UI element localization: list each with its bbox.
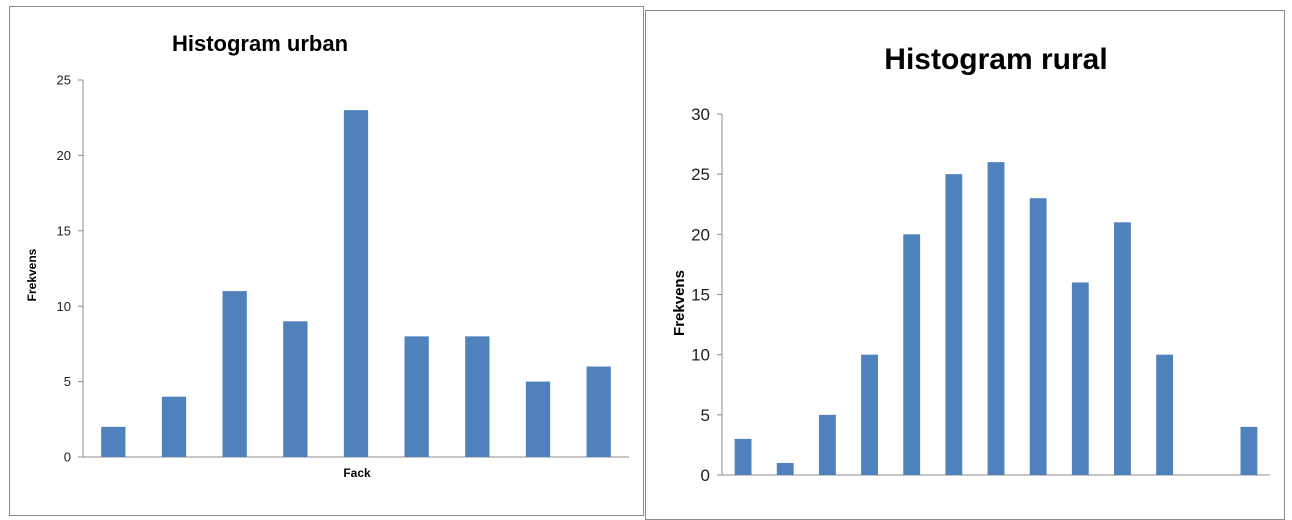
plot-area: 0 5 10 15 20 25 [57, 73, 629, 465]
histogram-bar [525, 381, 551, 457]
histogram-bar [1071, 282, 1089, 475]
x-axis-label: Fack [343, 466, 371, 480]
histogram-urban-chart: Histogram urban Fack Frekvens 0 5 10 15 20 25 [25, 31, 629, 480]
chart-panel-urban: Histogram urban Fack Frekvens 0 5 10 15 20 25 [9, 6, 644, 516]
y-tick-label: 20 [691, 225, 710, 244]
y-tick-label: 0 [701, 466, 710, 485]
y-tick-label: 10 [57, 299, 71, 314]
histogram-bar [465, 336, 490, 457]
y-tick-label: 30 [691, 105, 710, 124]
y-tick-label: 0 [64, 450, 71, 465]
y-tick-label: 5 [701, 406, 710, 425]
y-tick-label: 5 [64, 374, 71, 389]
y-tick-label: 15 [57, 223, 71, 238]
plot-area: 0 5 10 15 20 25 30 [691, 105, 1270, 485]
histogram-bar [776, 462, 794, 475]
histogram-bar [101, 426, 126, 457]
y-axis-label: Frekvens [25, 248, 39, 301]
histogram-bar [903, 234, 921, 475]
y-tick-label: 25 [57, 73, 71, 88]
chart-panel-rural: Histogram rural Frekvens 0 5 10 15 20 25 30 [645, 10, 1285, 520]
histogram-rural-chart: Histogram rural Frekvens 0 5 10 15 20 25 30 [671, 43, 1270, 485]
histogram-bar [343, 110, 369, 457]
histogram-bar [945, 174, 963, 475]
histogram-bar [1156, 354, 1174, 475]
y-axis-label: Frekvens [671, 270, 688, 336]
y-tick-label: 20 [57, 148, 71, 163]
chart-title: Histogram rural [884, 43, 1107, 76]
histogram-bar [404, 336, 429, 457]
histogram-bar [161, 396, 187, 457]
histogram-bar [222, 291, 247, 457]
histogram-bar [586, 366, 611, 457]
y-tick-label: 25 [691, 165, 710, 184]
y-tick-label: 10 [691, 346, 710, 365]
histogram-bar [1029, 198, 1047, 475]
histogram-bar [283, 321, 308, 457]
histogram-bar [1114, 222, 1131, 475]
histogram-bar [734, 438, 752, 475]
chart-title: Histogram urban [172, 31, 348, 56]
histogram-bar [1240, 426, 1258, 475]
histogram-bar [861, 354, 878, 475]
y-tick-label: 15 [691, 285, 710, 304]
histogram-bar [818, 414, 836, 475]
histogram-bar [987, 162, 1005, 475]
